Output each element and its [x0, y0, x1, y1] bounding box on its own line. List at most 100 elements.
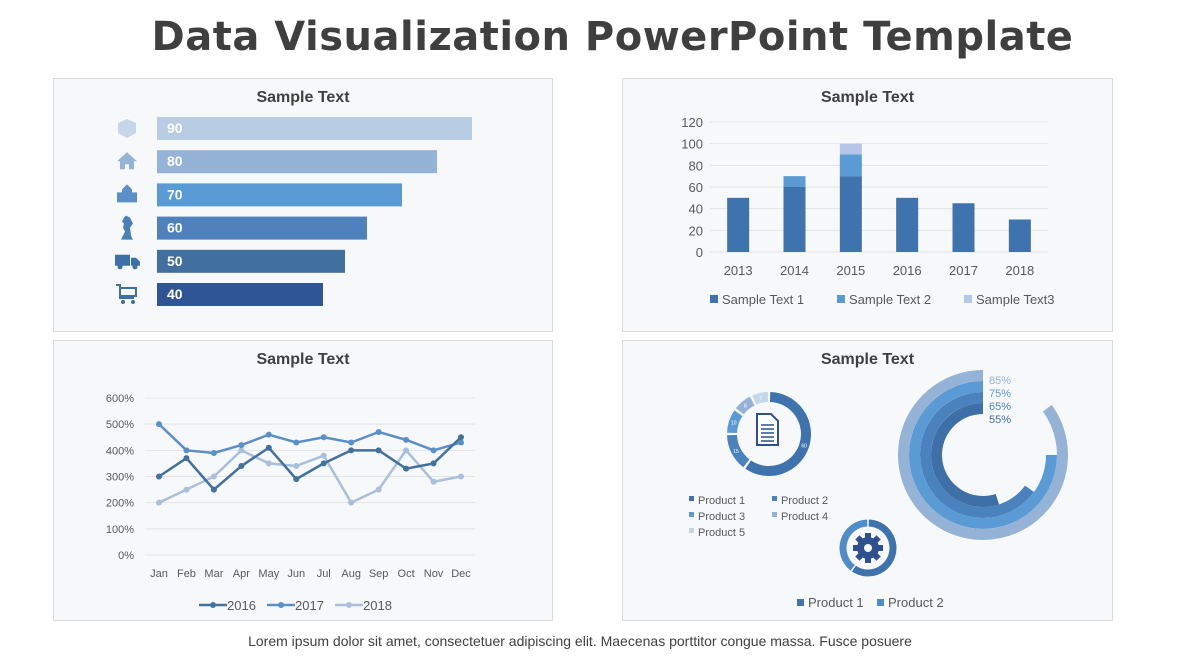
- data-point: [430, 460, 437, 467]
- data-point: [320, 434, 327, 441]
- legend-label: Sample Text 2: [849, 292, 931, 307]
- legend-marker: [346, 602, 352, 608]
- donut-segment: [727, 434, 750, 468]
- truck-wheel: [117, 264, 123, 270]
- x-tick-label: Jul: [317, 568, 331, 580]
- x-tick-label: Dec: [451, 568, 471, 580]
- legend-label: Product 4: [781, 511, 828, 523]
- legend-swatch: [772, 496, 777, 501]
- data-point: [183, 486, 190, 493]
- legend-marker: [210, 602, 216, 608]
- data-point: [458, 434, 464, 441]
- data-point: [265, 460, 272, 467]
- data-point: [238, 447, 245, 454]
- donut-segment: [735, 396, 755, 415]
- legend-swatch: [689, 496, 694, 501]
- y-tick-label: 400%: [106, 445, 134, 457]
- data-point: [430, 478, 437, 485]
- data-point: [238, 442, 245, 449]
- x-tick-label: 2017: [949, 263, 978, 278]
- data-point: [375, 486, 382, 493]
- data-point: [403, 447, 410, 454]
- value-bar: [157, 216, 367, 240]
- legend-marker: [278, 602, 284, 608]
- column-segment: [896, 197, 919, 252]
- footer-text: Lorem ipsum dolor sit amet, consectetuer…: [248, 633, 912, 649]
- legend-label: 2018: [363, 598, 392, 613]
- radial-bar: [898, 370, 1068, 540]
- data-point: [210, 449, 217, 456]
- radial-bar-label: 75%: [989, 388, 1011, 400]
- data-point: [430, 447, 437, 454]
- x-tick-label: Apr: [233, 568, 250, 580]
- y-tick-label: 0%: [118, 550, 134, 562]
- data-point: [293, 476, 300, 483]
- x-tick-label: 2014: [780, 263, 809, 278]
- data-point: [156, 473, 162, 480]
- donut-label: 8: [744, 403, 747, 409]
- legend-swatch: [877, 599, 884, 606]
- data-point: [156, 499, 162, 506]
- radial-bar-label: 85%: [989, 375, 1011, 387]
- donut-label: 15: [733, 449, 739, 455]
- y-tick-label: 100: [681, 137, 703, 152]
- donut-label: 7: [760, 396, 763, 402]
- data-point: [348, 499, 355, 506]
- donut-label: 60: [801, 443, 807, 449]
- value-bar: [157, 150, 437, 174]
- data-point: [183, 447, 190, 454]
- radial-bar-label: 55%: [989, 414, 1011, 426]
- data-point: [320, 460, 327, 467]
- x-tick-label: 2015: [836, 263, 865, 278]
- x-tick-label: Nov: [424, 568, 444, 580]
- donut-segment: [839, 519, 868, 571]
- x-tick-label: Jun: [287, 568, 305, 580]
- series-line: [158, 448, 462, 505]
- bar-value-label: 60: [167, 220, 183, 236]
- legend-label: 2017: [295, 598, 324, 613]
- y-tick-label: 120: [681, 115, 703, 130]
- bar-value-label: 70: [167, 186, 183, 202]
- bar-value-label: 90: [167, 120, 183, 136]
- gear-tooth: [865, 557, 871, 563]
- bar-value-label: 40: [167, 286, 183, 302]
- x-tick-label: Sep: [369, 568, 389, 580]
- column-segment: [839, 176, 862, 252]
- radial-bar-label: 65%: [989, 401, 1011, 413]
- donut-segment: [752, 392, 769, 405]
- panel-title: Sample Text: [256, 351, 350, 368]
- x-tick-label: 2016: [893, 263, 922, 278]
- x-tick-label: Aug: [341, 568, 361, 580]
- x-tick-label: May: [258, 568, 279, 580]
- radial-bar: [931, 403, 1000, 507]
- truck-icon: [115, 254, 140, 266]
- x-tick-label: 2018: [1005, 263, 1034, 278]
- data-point: [458, 473, 464, 480]
- y-tick-label: 40: [689, 202, 703, 217]
- panel-title: Sample Text: [820, 89, 915, 106]
- legend-swatch: [710, 295, 718, 303]
- donut-segment: [745, 392, 811, 476]
- legend-swatch: [797, 599, 804, 606]
- y-tick-label: 80: [689, 158, 703, 173]
- x-tick-label: Jan: [150, 568, 168, 580]
- x-tick-label: 2013: [724, 263, 753, 278]
- legend-label: Product 1: [698, 495, 745, 507]
- legend-label: Product 3: [698, 511, 745, 523]
- data-point: [265, 431, 272, 438]
- y-tick-label: 300%: [106, 472, 134, 484]
- gear-tooth: [877, 545, 883, 551]
- column-segment: [783, 187, 806, 252]
- data-point: [293, 463, 300, 470]
- data-point: [238, 463, 245, 470]
- value-bar: [157, 283, 323, 306]
- panel-column-chart: Sample Text: [622, 78, 1113, 332]
- legend-label: Sample Text 1: [722, 292, 804, 307]
- x-tick-label: Mar: [204, 568, 223, 580]
- radial-bar: [920, 392, 1034, 518]
- legend-label: Product 5: [698, 527, 745, 539]
- column-segment: [839, 154, 862, 177]
- legend-label: Sample Text3: [976, 292, 1055, 307]
- y-tick-label: 500%: [106, 419, 134, 431]
